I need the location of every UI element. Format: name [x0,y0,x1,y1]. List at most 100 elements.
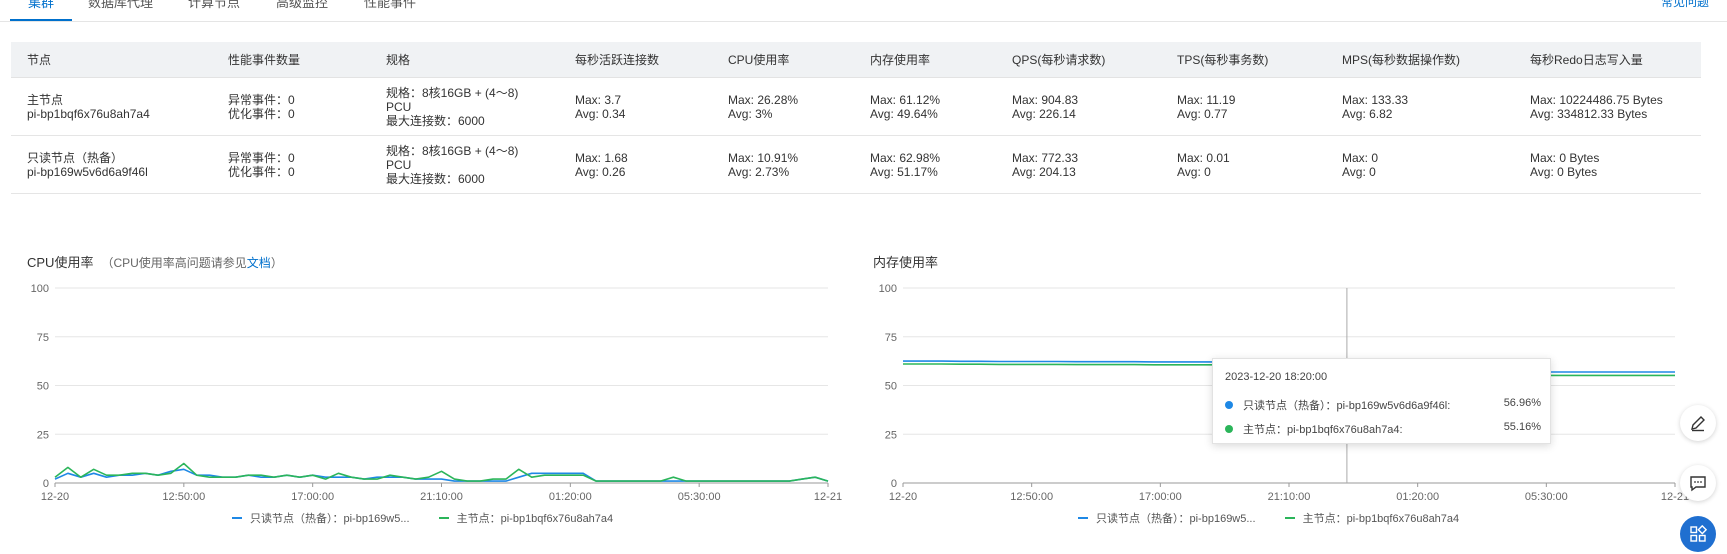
metric-max: Max: 772.33 [1012,151,1079,165]
memory-chart-legend: 只读节点（热备）：pi-bp169w5... 主节点：pi-bp1bqf6x76… [1078,510,1485,526]
metric-max: Max: 10224486.75 Bytes [1530,93,1663,107]
connections-cell: Max: 3.7 Avg: 0.34 [575,93,625,121]
max-connections: 最大连接数：6000 [386,172,485,186]
y-tick-label: 100 [879,283,897,295]
chat-button[interactable] [1680,465,1716,501]
metric-avg: Avg: 0.26 [575,165,626,179]
table-row: 只读节点（热备） pi-bp169w5v6d6a9f46l 异常事件：0 优化事… [11,136,1701,194]
metric-max: Max: 3.7 [575,93,622,107]
metric-avg: Avg: 51.17% [870,165,938,179]
tooltip-dot-blue [1225,401,1233,410]
metric-avg: Avg: 0 [1177,165,1211,179]
legend-label: 只读节点（热备）：pi-bp169w5... [1096,513,1256,525]
node-id: pi-bp1bqf6x76u8ah7a4 [27,107,150,121]
col-header-connections: 每秒活跃连接数 [575,53,660,67]
node-id: pi-bp169w5v6d6a9f46l [27,165,148,179]
cpu-chart-note: （CPU使用率高问题请参见文档） [101,256,282,270]
node-type: 只读节点（热备） [27,151,124,165]
x-tick-label: 12:50:00 [162,491,205,503]
x-tick-label: 01:20:00 [549,491,592,503]
metric-avg: Avg: 0.34 [575,107,626,121]
metric-max: Max: 1.68 [575,151,628,165]
spec-line: PCU [386,100,412,114]
apps-grid-icon [1690,525,1707,542]
x-tick-label: 12-21 [1661,491,1689,503]
max-connections: 最大连接数：6000 [386,114,485,128]
metric-max: Max: 0 Bytes [1530,151,1600,165]
metric-max: Max: 61.12% [870,93,941,107]
x-tick-label: 17:00:00 [1139,491,1182,503]
tooltip-time: 2023-12-20 18:20:00 [1225,371,1328,383]
col-header-cpu: CPU使用率 [728,53,790,67]
cpu-chart-title-text: CPU使用率 [27,255,94,270]
pencil-icon [1691,416,1705,432]
tab-bar: 集群 数据库代理 计算节点 高级监控 性能事件 常见问题 [0,0,1727,22]
tooltip-row-primary: 主节点：pi-bp1bqf6x76u8ah7a4: 55.16% [1225,421,1541,437]
chat-icon [1690,476,1706,492]
col-header-tps: TPS(每秒事务数) [1177,53,1269,67]
legend-swatch-blue [232,517,242,520]
tab-perf-events[interactable]: 性能事件 [364,0,417,10]
metric-avg: Avg: 2.73% [728,165,790,179]
x-tick-label: 05:30:00 [1525,491,1568,503]
metric-max: Max: 133.33 [1342,93,1409,107]
series-line-1[interactable] [54,462,829,482]
tooltip-label: 主节点：pi-bp1bqf6x76u8ah7a4: [1243,424,1403,436]
legend-swatch-green [1284,517,1295,520]
table-header: 节点 性能事件数量 规格 每秒活跃连接数 CPU使用率 内存使用率 QPS(每秒… [11,42,1701,78]
tab-advanced-monitor[interactable]: 高级监控 [276,0,329,10]
node-cell: 只读节点（热备） pi-bp169w5v6d6a9f46l [27,151,148,179]
y-tick-label: 75 [885,332,897,344]
col-header-spec: 规格 [386,53,411,67]
tab-cluster[interactable]: 集群 [28,0,55,10]
qps-cell: Max: 904.83 Avg: 226.14 [1012,93,1078,121]
faq-link[interactable]: 常见问题 [1660,0,1709,9]
legend-item-primary[interactable]: 主节点：pi-bp1bqf6x76u8ah7a4 [438,510,614,526]
tps-cell: Max: 0.01 Avg: 0 [1177,151,1230,179]
spec-cell: 规格：8核16GB + (4～8) PCU 最大连接数：6000 [386,144,518,186]
redo-cell: Max: 10224486.75 Bytes Avg: 334812.33 By… [1530,93,1663,121]
x-tick-label: 12-20 [41,491,69,503]
node-cell: 主节点 pi-bp1bqf6x76u8ah7a4 [27,93,150,121]
metric-avg: Avg: 0.77 [1177,107,1228,121]
metric-max: Max: 11.19 [1177,93,1236,107]
legend-label: 主节点：pi-bp1bqf6x76u8ah7a4 [456,513,614,525]
legend-label: 只读节点（热备）：pi-bp169w5... [250,513,410,525]
app-menu-button[interactable] [1680,516,1716,552]
x-tick-label: 17:00:00 [291,491,334,503]
metric-avg: Avg: 49.64% [870,107,938,121]
metric-max: Max: 0.01 [1177,151,1230,165]
y-tick-label: 0 [43,478,49,490]
y-tick-label: 75 [37,332,49,344]
tab-db-proxy[interactable]: 数据库代理 [88,0,154,10]
legend-item-readonly[interactable]: 只读节点（热备）：pi-bp169w5... [1078,510,1256,526]
tooltip-label: 只读节点（热备）：pi-bp169w5v6d6a9f46l: [1243,400,1451,412]
y-tick-label: 25 [885,429,897,441]
col-header-qps: QPS(每秒请求数) [1012,53,1106,67]
spec-cell: 规格：8核16GB + (4～8) PCU 最大连接数：6000 [386,86,518,128]
metric-max: Max: 26.28% [728,93,799,107]
tooltip-dot-green [1225,425,1233,434]
spec-line: 规格：8核16GB + (4～8) [386,86,519,100]
metric-avg: Avg: 3% [728,107,773,121]
metric-max: Max: 62.98% [870,151,941,165]
metric-avg: Avg: 0 Bytes [1530,165,1598,179]
cpu-usage-chart[interactable]: 0 25 50 75 100 12-20 12:50:00 17:00:00 21:10:00 0… [0,280,850,510]
mps-cell: Max: 0 Avg: 0 [1342,151,1378,179]
y-tick-label: 0 [891,478,897,490]
tooltip-value: 55.16% [1503,421,1541,433]
edit-feedback-button[interactable] [1680,405,1716,441]
legend-label: 主节点：pi-bp1bqf6x76u8ah7a4 [1302,513,1460,525]
tooltip-value: 56.96% [1503,397,1541,409]
y-tick-label: 50 [885,381,897,393]
y-tick-label: 25 [37,429,49,441]
tooltip-row-readonly: 只读节点（热备）：pi-bp169w5v6d6a9f46l: 56.96% [1225,397,1541,413]
legend-item-readonly[interactable]: 只读节点（热备）：pi-bp169w5... [232,510,410,526]
doc-link[interactable]: 文档 [246,256,271,270]
legend-item-primary[interactable]: 主节点：pi-bp1bqf6x76u8ah7a4 [1284,510,1460,526]
tab-compute-nodes[interactable]: 计算节点 [188,0,241,10]
cpu-chart-legend: 只读节点（热备）：pi-bp169w5... 主节点：pi-bp1bqf6x76… [232,510,639,526]
col-header-redo: 每秒Redo日志写入量 [1530,53,1643,67]
cpu-chart-title: CPU使用率 （CPU使用率高问题请参见文档） [27,252,283,271]
x-tick-label: 21:10:00 [1268,491,1311,503]
